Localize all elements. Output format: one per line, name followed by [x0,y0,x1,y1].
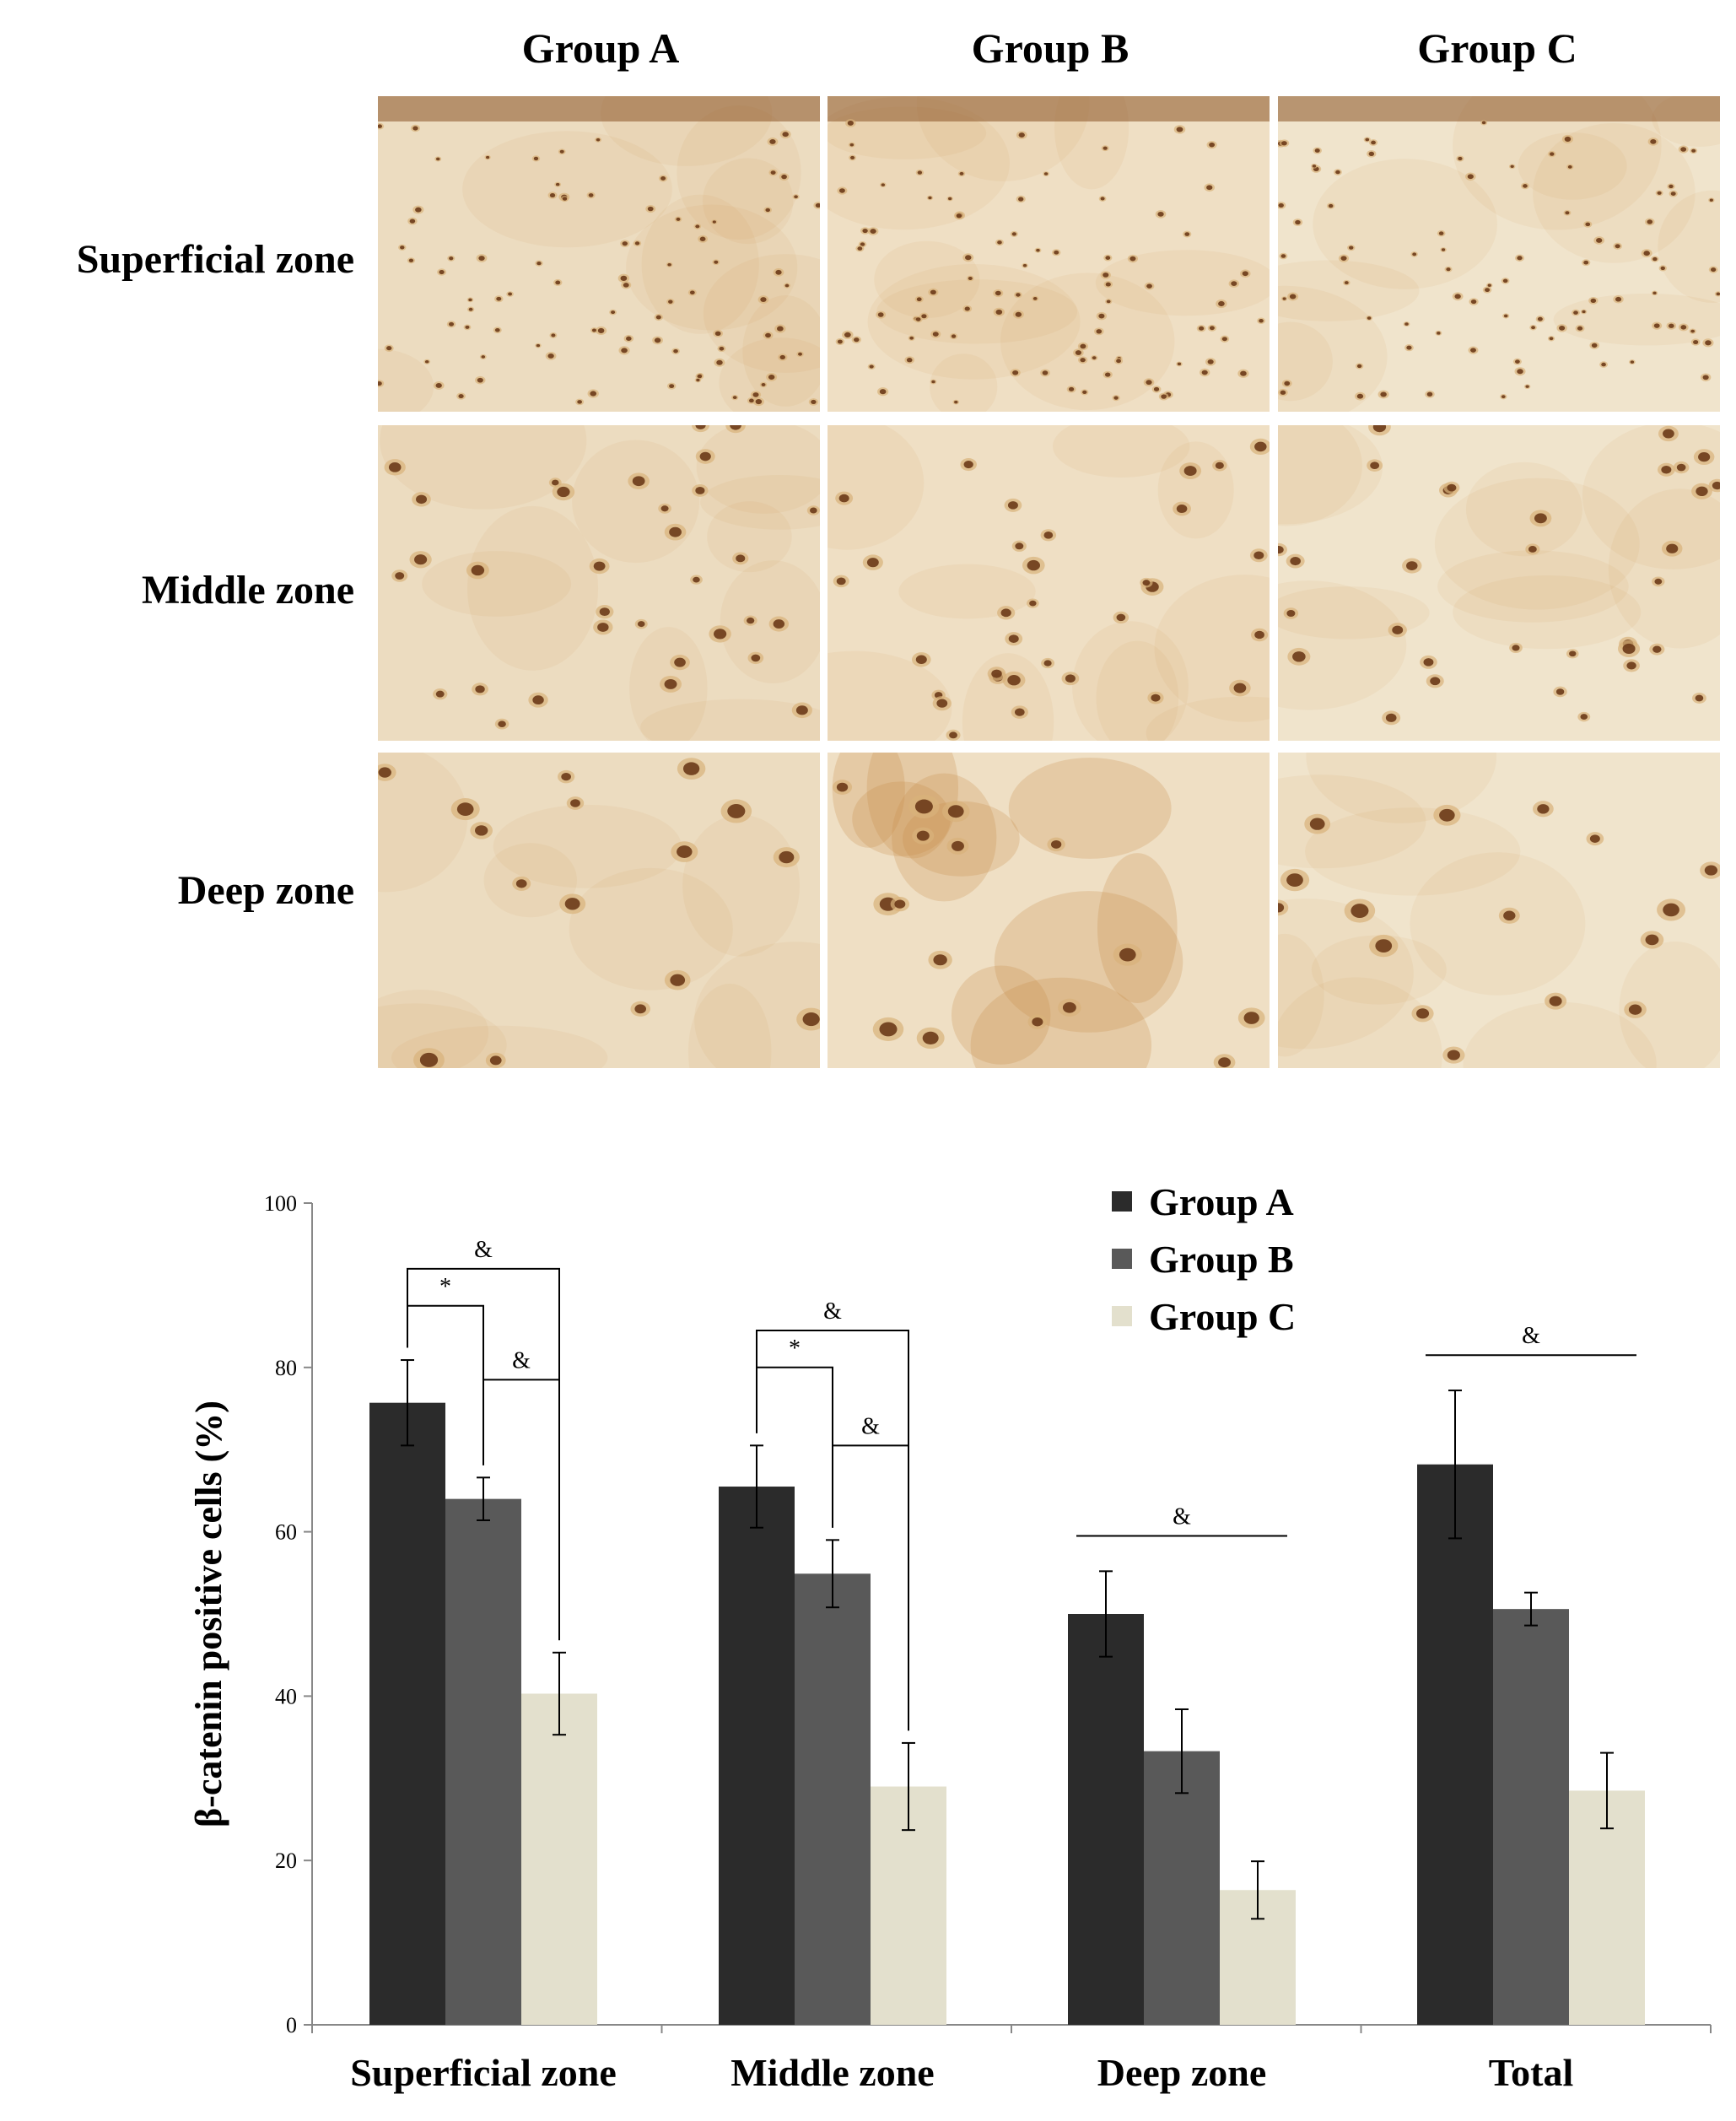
panel-superficial-group-c [1278,96,1720,412]
x-tick-label: Superficial zone [350,2051,617,2094]
significance-label: & [512,1347,531,1374]
bar [719,1487,795,2025]
y-axis-label: β-catenin positive cells (%) [188,1401,229,1827]
bar [369,1402,445,2025]
bar [1493,1609,1569,2025]
legend-swatch [1112,1306,1132,1326]
column-header-group-b: Group B [971,24,1129,72]
y-tick-label: 40 [275,1684,297,1708]
micrograph-texture [828,425,1270,741]
significance-label: & [861,1413,880,1439]
significance-label: & [823,1298,842,1325]
significance-bracket [483,1379,560,1641]
bar [521,1693,597,2025]
significance-label: * [789,1336,801,1362]
row-header-deep-zone: Deep zone [177,868,354,913]
bar [445,1498,521,2025]
bar [1144,1751,1220,2025]
panel-middle-group-b [828,425,1270,741]
x-tick-label: Total [1489,2051,1574,2094]
column-header-group-c: Group C [1417,24,1577,72]
significance-label: & [474,1237,493,1263]
bar-chart-svg: 0 20 40 60 80 100 β-catenin positive cells (%)… [188,1180,1712,2094]
legend-label: Group A [1149,1180,1294,1223]
micrograph-texture [1278,425,1720,726]
bar [795,1573,871,2025]
y-tick-label: 20 [275,1848,297,1873]
micrograph-texture [828,96,1270,412]
row-header-superficial-zone: Superficial zone [76,237,354,282]
significance-label: & [1522,1323,1540,1349]
legend-label: Group B [1149,1238,1294,1281]
bar-chart: 0 20 40 60 80 100 β-catenin positive cells (%)… [0,1131,1736,2117]
y-tick-label: 80 [275,1356,297,1380]
legend-swatch [1112,1191,1132,1212]
x-tick-label: Middle zone [731,2051,934,2094]
x-tick-label: Deep zone [1097,2051,1267,2094]
panel-deep-group-c [1278,753,1720,1068]
panel-superficial-group-a [378,96,820,412]
legend-label: Group C [1149,1295,1296,1338]
bar [1569,1790,1645,2025]
micrograph-texture [832,753,1265,1068]
micrograph-texture [380,425,820,741]
micrograph-texture [378,753,820,1068]
row-header-middle-zone: Middle zone [142,568,354,613]
panel-middle-group-c [1278,425,1720,741]
panel-middle-group-a [378,425,820,741]
y-tick-label: 60 [275,1520,297,1545]
micrograph-texture [378,96,820,412]
significance-bracket [832,1444,909,1731]
y-tick-label: 0 [286,2013,297,2037]
significance-label: * [439,1274,451,1300]
column-header-group-a: Group A [521,24,680,72]
micrograph-texture [1278,96,1720,412]
panel-superficial-group-b [828,96,1270,412]
significance-label: & [1173,1503,1191,1530]
micrograph-texture [1278,753,1720,1068]
bar [1068,1614,1144,2025]
panel-deep-group-b [828,753,1270,1068]
legend-swatch [1112,1249,1132,1269]
y-tick-label: 100 [264,1191,297,1216]
bar [1417,1464,1493,2025]
panel-deep-group-a [378,753,820,1068]
